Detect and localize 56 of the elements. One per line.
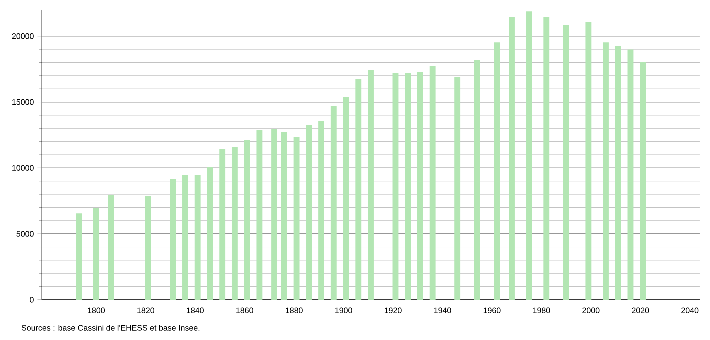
bar xyxy=(330,106,337,300)
bar xyxy=(318,121,324,300)
bar xyxy=(526,12,532,300)
bar xyxy=(509,17,515,300)
y-tick-label: 15000 xyxy=(12,99,34,106)
x-tick-label: 2040 xyxy=(682,308,699,314)
bar xyxy=(615,46,622,300)
x-tick-label: 1820 xyxy=(138,308,154,314)
y-tick-label: 10000 xyxy=(12,165,34,172)
bar xyxy=(182,175,188,300)
x-tick-label: 2000 xyxy=(582,308,600,314)
y-tick-label: 0 xyxy=(30,297,34,303)
x-tick-label: 1860 xyxy=(236,308,254,314)
x-tick-label: 1960 xyxy=(484,308,501,314)
x-tick-label: 1880 xyxy=(286,308,303,314)
x-tick-label: 1900 xyxy=(336,308,352,314)
x-tick-label: 1800 xyxy=(88,308,106,314)
bar xyxy=(418,72,424,300)
bar xyxy=(640,62,646,300)
x-tick-label: 1980 xyxy=(533,308,550,314)
x-tick-label: 1940 xyxy=(434,308,452,314)
bar xyxy=(405,73,412,300)
bar xyxy=(272,129,278,300)
bar xyxy=(306,125,312,300)
bar xyxy=(474,60,480,300)
bar xyxy=(256,130,263,300)
bar xyxy=(294,137,300,300)
bar xyxy=(170,180,176,300)
bar xyxy=(356,79,362,300)
bar xyxy=(76,214,82,300)
x-tick-label: 1840 xyxy=(187,308,204,314)
source-note: Sources : base Cassini de l'EHESS et base Insee. xyxy=(22,325,200,331)
x-tick-label: 2020 xyxy=(632,308,650,314)
bar xyxy=(563,25,570,300)
bar xyxy=(232,147,238,300)
bar xyxy=(430,66,436,300)
bar xyxy=(392,73,399,300)
y-tick-label: 5000 xyxy=(16,231,34,237)
bar xyxy=(368,70,374,300)
bar xyxy=(194,175,201,300)
bar xyxy=(454,77,461,300)
x-tick-label: 1920 xyxy=(384,308,402,314)
bar xyxy=(494,42,500,300)
bar xyxy=(343,97,350,300)
bar xyxy=(93,208,100,300)
bar xyxy=(244,140,250,300)
bar xyxy=(281,132,288,300)
y-tick-label: 20000 xyxy=(12,34,34,40)
bar xyxy=(586,22,592,300)
bar xyxy=(603,42,609,300)
bar xyxy=(108,195,114,300)
bar xyxy=(628,50,634,300)
bar xyxy=(207,168,214,300)
bar xyxy=(220,149,226,300)
bar xyxy=(145,196,152,300)
bar xyxy=(544,16,550,300)
